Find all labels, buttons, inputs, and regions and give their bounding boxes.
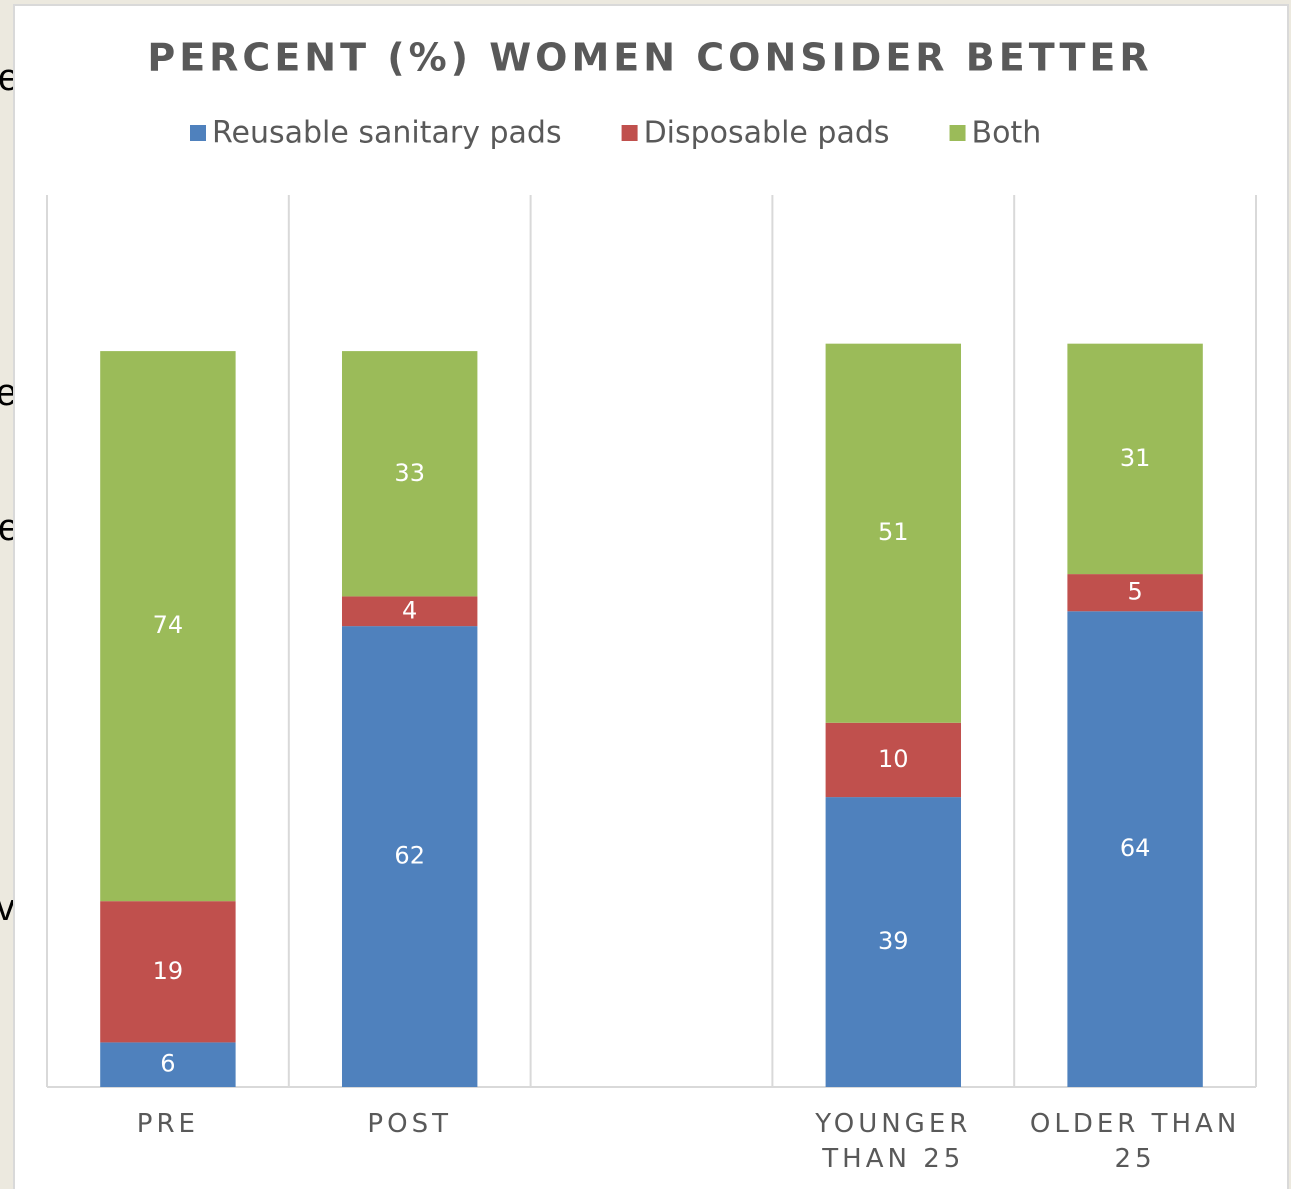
- x-tick-label: POST: [367, 1109, 452, 1139]
- legend-swatch: [621, 125, 638, 141]
- bar-segment: [825, 722, 962, 798]
- data-label: 10: [878, 745, 909, 773]
- legend-label: Both: [972, 116, 1042, 151]
- bar-segment: [1067, 343, 1203, 575]
- data-label: 19: [153, 957, 184, 985]
- bar-segment: [100, 351, 236, 902]
- data-label: 62: [394, 842, 425, 870]
- chart-title: PERCENT (%) WOMEN CONSIDER BETTER: [147, 36, 1152, 80]
- x-tick-label: OLDER THAN 25: [1029, 1109, 1241, 1174]
- data-label: 74: [153, 611, 184, 639]
- data-label: 33: [394, 459, 425, 487]
- bar-segment: [100, 901, 236, 1043]
- data-label: 6: [160, 1050, 175, 1078]
- data-label: 4: [402, 596, 417, 624]
- bar-segment: [100, 1042, 236, 1087]
- data-label: 39: [878, 927, 909, 955]
- data-label: 64: [1120, 834, 1151, 862]
- x-tick-label: PRE: [136, 1109, 199, 1139]
- bar-segment: [825, 797, 962, 1087]
- bar-segment: [341, 626, 478, 1087]
- data-label: 51: [878, 518, 909, 546]
- legend-label: Reusable sanitary pads: [212, 116, 562, 151]
- background-fragment: v: [0, 887, 15, 929]
- data-label: 31: [1120, 444, 1151, 472]
- legend-swatch: [949, 125, 966, 141]
- x-tick-label: YOUNGER THAN 25: [815, 1109, 972, 1174]
- data-label: 5: [1127, 578, 1142, 606]
- bar-segment: [825, 343, 962, 723]
- legend-swatch: [190, 125, 206, 141]
- bar-segment: [1067, 574, 1203, 612]
- bar-segment: [341, 596, 478, 627]
- bar-segment: [1067, 611, 1203, 1087]
- bar-segment: [341, 351, 478, 597]
- legend-label: Disposable pads: [644, 116, 890, 151]
